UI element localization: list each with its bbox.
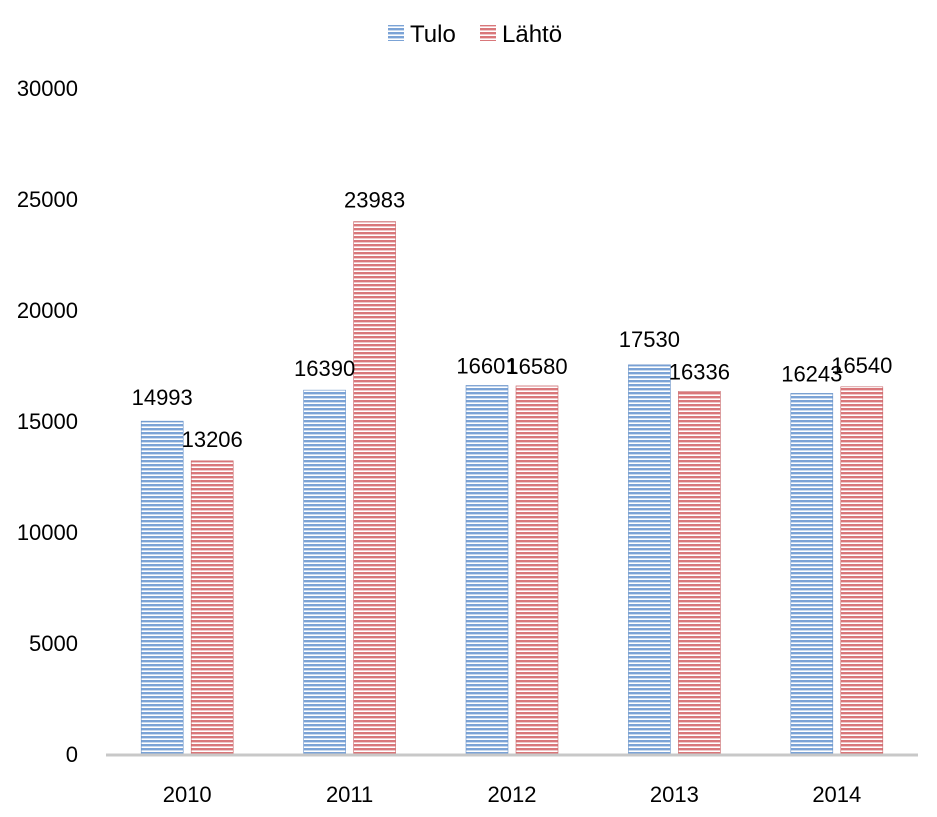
data-label: 16580 [506, 354, 567, 379]
y-tick-label: 15000 [17, 409, 78, 434]
bar-lahto-2014 [840, 386, 884, 755]
data-label: 14993 [132, 385, 193, 410]
y-tick-label: 30000 [17, 76, 78, 101]
legend-label-tulo: Tulo [410, 21, 456, 48]
bar-tulo-2010 [140, 420, 184, 755]
x-axis: 2010 2011 2012 2013 2014 [106, 753, 918, 807]
data-label: 16336 [669, 359, 730, 384]
x-tick-label: 2010 [163, 782, 212, 807]
data-label: 13206 [182, 427, 243, 452]
legend-label-lahto: Lähtö [502, 21, 562, 48]
bar-tulo-2012 [465, 385, 509, 755]
bar-tulo-2014 [790, 393, 834, 755]
bar-lahto-2013 [678, 391, 721, 755]
y-tick-label: 5000 [29, 631, 78, 656]
legend: Tulo Lähtö [388, 21, 562, 48]
y-tick-label: 10000 [17, 520, 78, 545]
bars [140, 221, 884, 755]
data-label: 16390 [294, 356, 355, 381]
bar-lahto-2010 [190, 460, 234, 755]
x-tick-label: 2014 [812, 782, 861, 807]
bar-tulo-2011 [303, 389, 346, 755]
bar-tulo-2013 [628, 364, 671, 755]
data-label: 16601 [456, 353, 517, 378]
x-tick-label: 2012 [488, 782, 537, 807]
data-label: 16243 [781, 361, 842, 386]
y-tick-label: 0 [66, 742, 78, 767]
x-tick-label: 2013 [650, 782, 699, 807]
legend-swatch-tulo [388, 25, 404, 41]
bar-lahto-2012 [515, 385, 559, 755]
data-label: 17530 [619, 327, 680, 352]
y-tick-label: 25000 [17, 187, 78, 212]
data-label: 16540 [831, 353, 892, 378]
x-tick-label: 2011 [326, 782, 373, 807]
bar-lahto-2011 [353, 221, 396, 755]
data-label: 23983 [344, 188, 405, 213]
y-axis: 0 5000 10000 15000 20000 25000 30000 [17, 76, 78, 767]
y-tick-label: 20000 [17, 298, 78, 323]
legend-swatch-lahto [480, 25, 496, 41]
